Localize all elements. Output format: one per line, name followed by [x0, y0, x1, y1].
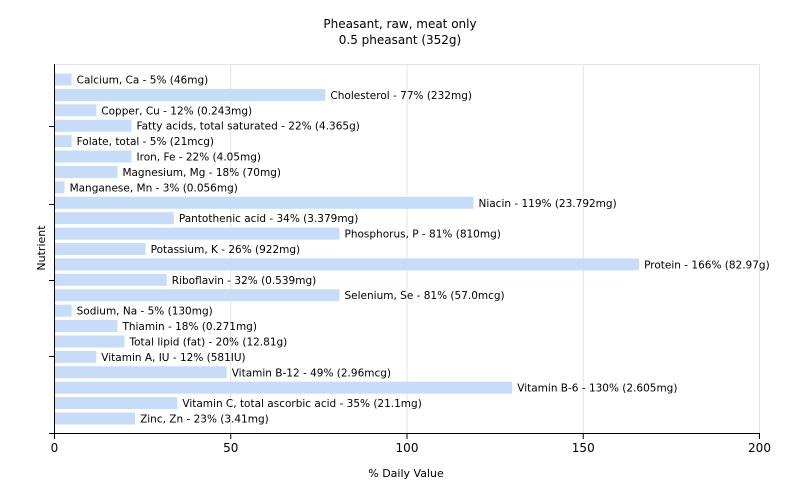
- bar-label-7: Manganese, Mn - 3% (0.056mg): [70, 182, 238, 194]
- bar-11: [55, 243, 146, 255]
- bar-label-8: Niacin - 119% (23.792mg): [478, 198, 616, 210]
- chart-subtitle: 0.5 pheasant (352g): [339, 33, 461, 47]
- bar-6: [55, 165, 118, 178]
- bar-label-1: Cholesterol - 77% (232mg): [330, 90, 472, 102]
- bar-10: [55, 227, 340, 240]
- bar-label-19: Vitamin B-12 - 49% (2.96mcg): [232, 367, 391, 379]
- bar-label-21: Vitamin C, total ascorbic acid - 35% (21…: [182, 398, 421, 410]
- bar-20: [55, 381, 513, 394]
- bar-13: [55, 273, 167, 286]
- bar-12: [55, 258, 640, 271]
- bar-label-0: Calcium, Ca - 5% (46mg): [77, 75, 209, 87]
- bar-label-15: Sodium, Na - 5% (130mg): [77, 306, 213, 318]
- bar-17: [55, 335, 125, 348]
- bar-22: [55, 412, 136, 425]
- bar-18: [55, 350, 97, 363]
- bar-19: [55, 366, 227, 379]
- bar-9: [55, 212, 174, 225]
- bar-label-3: Fatty acids, total saturated - 22% (4.36…: [137, 121, 360, 133]
- bar-1: [55, 88, 326, 101]
- bar-7: [55, 181, 65, 194]
- bar-label-2: Copper, Cu - 12% (0.243mg): [101, 105, 252, 117]
- bar-label-17: Total lipid (fat) - 20% (12.81g): [129, 336, 288, 348]
- bar-15: [55, 304, 72, 317]
- bar-label-16: Thiamin - 18% (0.271mg): [121, 321, 257, 333]
- bar-label-18: Vitamin A, IU - 12% (581IU): [101, 352, 245, 364]
- x-tick-label-50: 50: [223, 441, 238, 455]
- x-axis-title: % Daily Value: [368, 467, 444, 480]
- bar-3: [55, 119, 132, 132]
- y-axis-title: Nutrient: [35, 225, 48, 271]
- bar-2: [55, 104, 97, 117]
- bar-label-12: Protein - 166% (82.97g): [644, 259, 770, 271]
- bar-0: [55, 73, 72, 86]
- bar-4: [55, 135, 72, 148]
- x-tick-label-100: 100: [396, 441, 419, 455]
- bar-label-13: Riboflavin - 32% (0.539mg): [172, 275, 316, 287]
- bars: [55, 73, 640, 425]
- bar-label-11: Potassium, K - 26% (922mg): [151, 244, 301, 256]
- bar-label-5: Iron, Fe - 22% (4.05mg): [137, 152, 261, 164]
- chart-title: Pheasant, raw, meat only: [323, 17, 476, 31]
- bar-label-9: Pantothenic acid - 34% (3.379mg): [179, 213, 358, 225]
- bar-16: [55, 320, 118, 333]
- bar-label-4: Folate, total - 5% (21mcg): [77, 136, 214, 148]
- bar-label-22: Zinc, Zn - 23% (3.41mg): [140, 414, 269, 426]
- bar-label-14: Selenium, Se - 81% (57.0mcg): [345, 290, 505, 302]
- bar-label-20: Vitamin B-6 - 130% (2.605mg): [517, 383, 677, 395]
- x-tick-label-150: 150: [572, 441, 595, 455]
- bar-labels: Calcium, Ca - 5% (46mg) Cholesterol - 77%…: [70, 75, 770, 426]
- bar-14: [55, 289, 340, 302]
- x-tick-label-0: 0: [51, 441, 59, 455]
- bar-label-10: Phosphorus, P - 81% (810mg): [345, 229, 501, 241]
- axes: 0 50 100 150 200: [49, 64, 771, 455]
- bar-8: [55, 196, 474, 209]
- bar-5: [55, 150, 132, 163]
- x-tick-label-200: 200: [748, 441, 771, 455]
- bar-label-6: Magnesium, Mg - 18% (70mg): [122, 167, 281, 179]
- bar-21: [55, 397, 178, 410]
